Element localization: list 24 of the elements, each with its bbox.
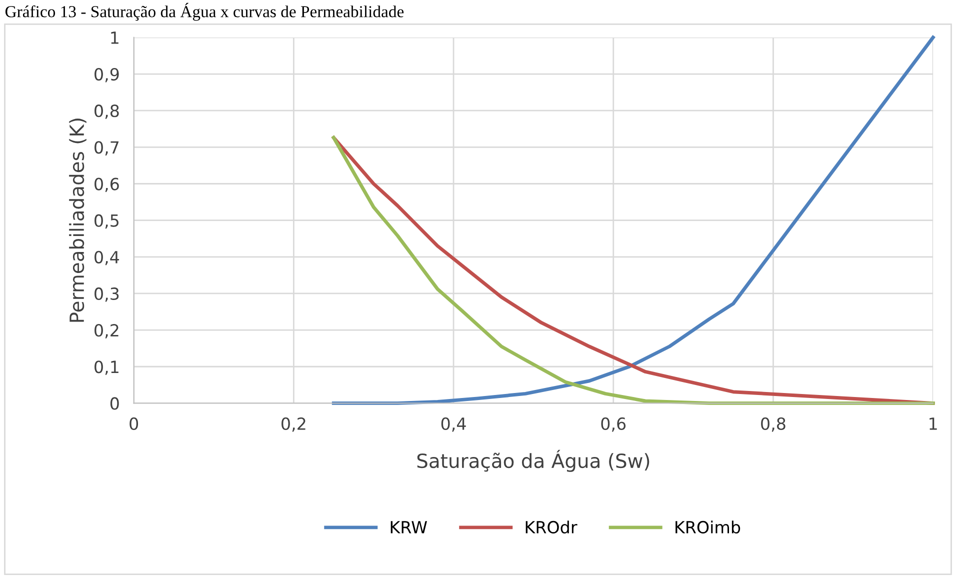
y-tick-label: 0,1 (94, 360, 118, 375)
x-tick-label: 1 (930, 418, 937, 430)
y-tick-label: 0,5 (94, 214, 118, 229)
y-tick-label: 0,4 (94, 250, 120, 266)
y-tick-label: 0,2 (94, 324, 118, 338)
legend-label: KROdr (526, 520, 578, 534)
y-tick-label: 0 (110, 397, 119, 410)
y-tick-label: 0,3 (94, 287, 119, 302)
x-tick-label: 0,2 (282, 417, 306, 432)
line-series (332, 136, 935, 405)
chart-title: Gráfico 13 - Saturação da Água x curvas de Permeabilidade (5, 2, 404, 21)
y-tick-label: 0,7 (94, 141, 119, 156)
legend-label: KRW (390, 521, 427, 534)
x-tick-label: 0,6 (601, 417, 626, 432)
x-tick-label: 0,8 (761, 417, 786, 432)
x-tick-label: 0,4 (441, 417, 466, 432)
y-tick-label: 0,6 (94, 178, 119, 192)
y-tick-label: 1 (111, 32, 118, 44)
x-tick-label: 0 (130, 417, 138, 430)
y-tick-label: 0,9 (94, 68, 119, 82)
y-axis-title: Permeabiliadades (K) (69, 118, 86, 322)
x-axis-title: Saturação da Água (Sw) (417, 450, 650, 472)
legend-label: KROimb (676, 520, 740, 534)
y-tick-label: 0,8 (94, 104, 119, 119)
